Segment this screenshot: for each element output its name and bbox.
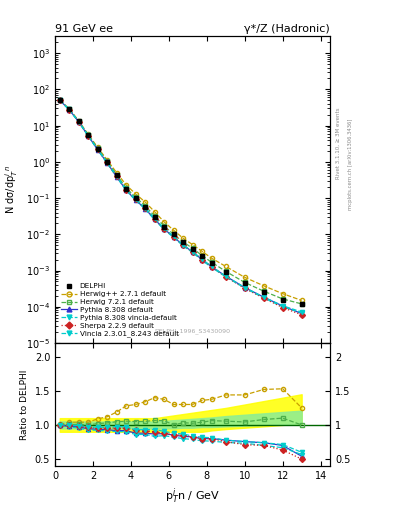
- Legend: DELPHI, Herwig++ 2.7.1 default, Herwig 7.2.1 default, Pythia 8.308 default, Pyth: DELPHI, Herwig++ 2.7.1 default, Herwig 7…: [59, 281, 181, 339]
- Text: DELPHI_1996_S3430090: DELPHI_1996_S3430090: [154, 328, 231, 334]
- Text: 91 GeV ee: 91 GeV ee: [55, 24, 113, 34]
- Text: Rivet 3.1.10, ≥ 3M events: Rivet 3.1.10, ≥ 3M events: [336, 108, 341, 179]
- Y-axis label: N dσ/dp$_T^i$$^n$: N dσ/dp$_T^i$$^n$: [4, 165, 20, 214]
- Text: γ*/Z (Hadronic): γ*/Z (Hadronic): [244, 24, 330, 34]
- X-axis label: p$_T^i$n / GeV: p$_T^i$n / GeV: [165, 486, 220, 506]
- Y-axis label: Ratio to DELPHI: Ratio to DELPHI: [20, 369, 29, 440]
- Text: mcplots.cern.ch [arXiv:1306.3436]: mcplots.cern.ch [arXiv:1306.3436]: [348, 118, 353, 209]
